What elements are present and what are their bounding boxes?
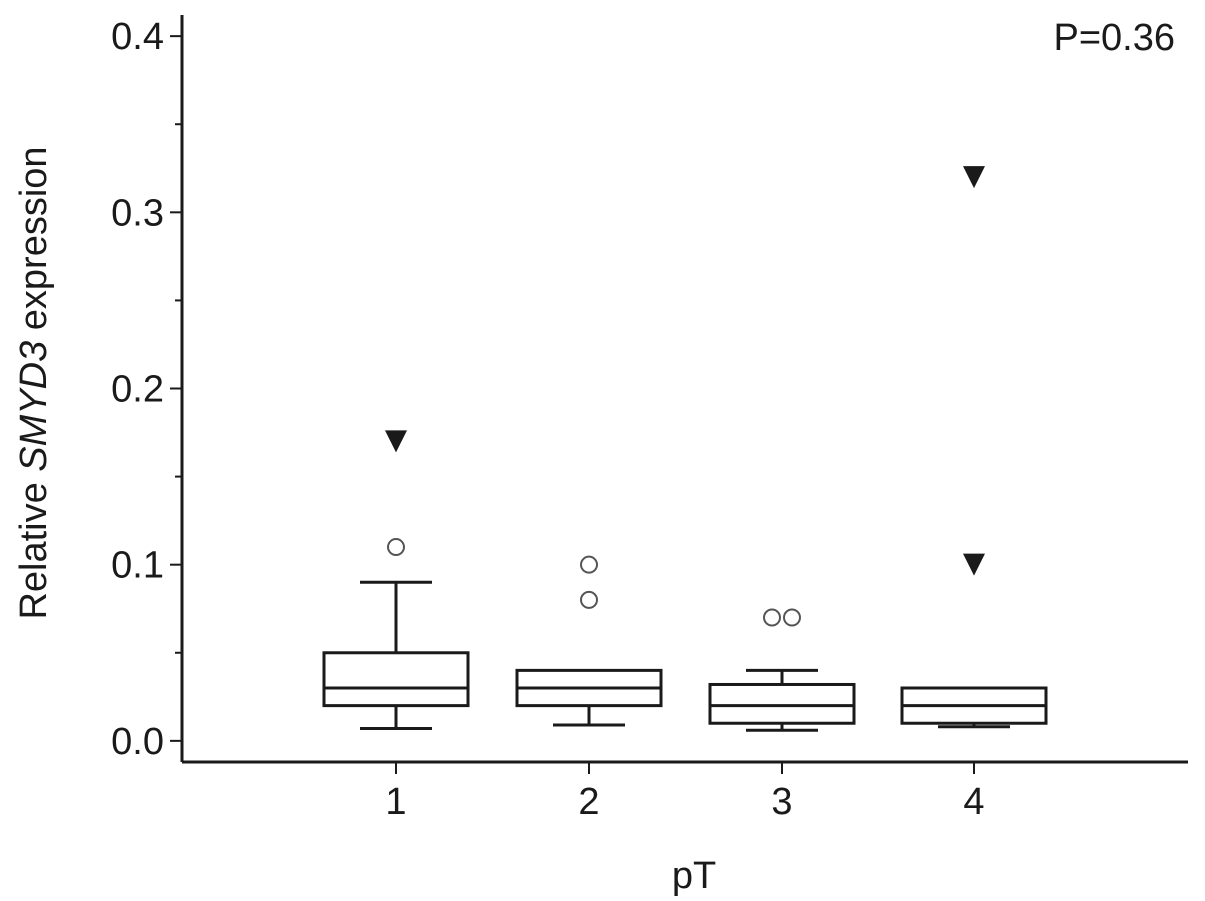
- y-tick-label: 0.2: [111, 369, 164, 411]
- x-tick-label: 3: [771, 781, 792, 823]
- box-group-pt-3: [708, 608, 856, 732]
- extreme-point: [963, 166, 985, 189]
- iqr-box: [708, 682, 856, 725]
- y-tick-label: 0.3: [111, 192, 164, 234]
- outlier-point: [763, 608, 781, 627]
- y-axis-title-suffix: expression: [13, 146, 55, 340]
- extreme-point: [385, 430, 407, 453]
- y-tick-label: 0.1: [111, 545, 164, 587]
- y-tick-label: 0.4: [111, 16, 164, 58]
- box-plot-series: [322, 166, 1048, 732]
- y-axis-title-gene: SMYD3: [13, 341, 55, 472]
- y-tick-label: 0.0: [111, 721, 164, 763]
- y-axis: 0.0 0.1 0.2 0.3 0.4: [111, 15, 184, 763]
- p-value-annotation: P=0.36: [1054, 17, 1176, 59]
- outlier-point: [580, 590, 598, 609]
- outlier-point: [387, 538, 405, 557]
- x-tick-label: 1: [385, 781, 406, 823]
- outlier-point: [580, 555, 598, 574]
- y-axis-title: Relative SMYD3 expression: [13, 146, 55, 619]
- box-group-pt-2: [515, 555, 663, 727]
- x-tick-label: 2: [578, 781, 599, 823]
- x-tick-label: 4: [963, 781, 984, 823]
- box-group-pt-1: [322, 430, 470, 731]
- y-axis-title-prefix: Relative: [13, 472, 55, 620]
- outlier-point: [783, 608, 801, 627]
- x-axis-title: pT: [672, 855, 716, 897]
- x-axis: 1 2 3 4: [182, 760, 1188, 823]
- iqr-box: [322, 651, 470, 708]
- box-group-pt-4: [900, 166, 1048, 729]
- extreme-point: [963, 553, 985, 576]
